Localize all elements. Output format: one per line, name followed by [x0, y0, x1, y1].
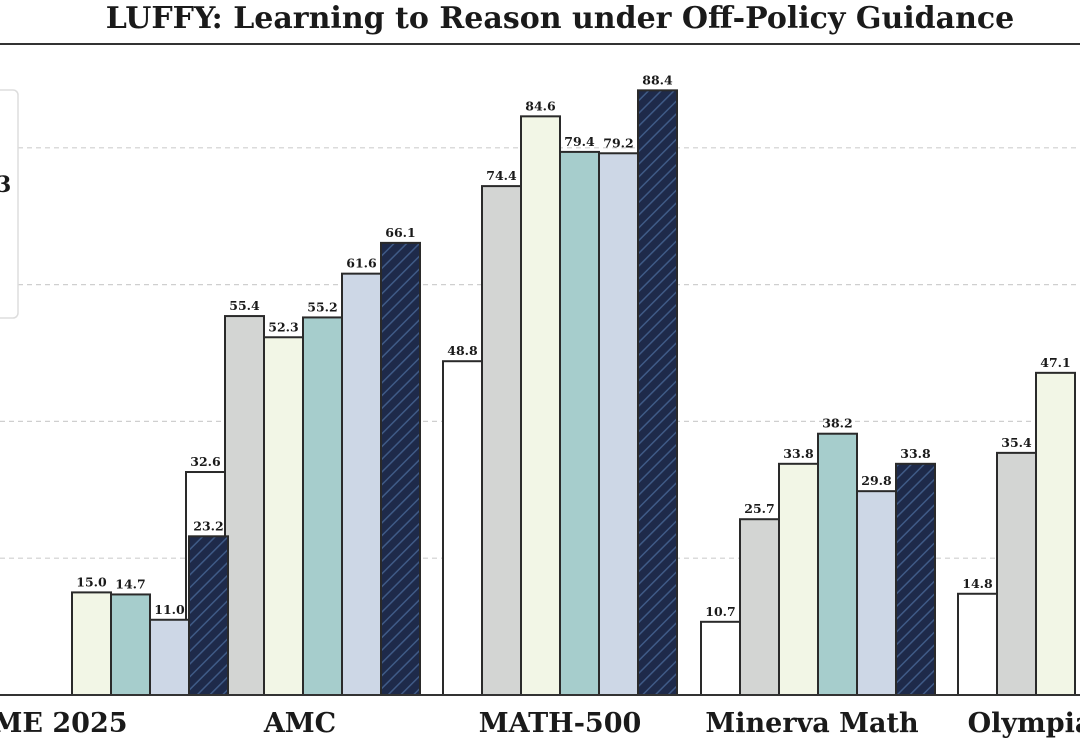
data-label: 33.8: [783, 446, 814, 461]
bars: [71, 89, 1076, 695]
category-label: AMC: [263, 708, 336, 739]
bar-aime-2025-series-5: [149, 618, 190, 695]
data-label: 55.2: [307, 299, 337, 314]
data-label: 32.6: [190, 454, 221, 469]
bar-amc-series-2: [224, 315, 265, 695]
bar-math-500-series-4: [559, 150, 600, 695]
data-label: 14.8: [962, 576, 993, 591]
bar-amc-series-5: [341, 272, 382, 695]
category-label: ME 2025: [0, 708, 128, 739]
data-label: 47.1: [1040, 355, 1070, 370]
bar-minerva-math-series-2: [739, 518, 780, 695]
bar-math-500-series-2: [481, 185, 522, 695]
data-label: 23.2: [193, 518, 223, 533]
bar-amc-series-6: [380, 241, 421, 695]
bar-math-500-series-1: [442, 360, 483, 695]
data-label: 38.2: [822, 416, 852, 431]
data-label: 35.4: [1001, 435, 1032, 450]
bar-minerva-math-series-5: [856, 490, 897, 695]
data-label: 11.0: [154, 602, 185, 617]
bar-aime-2025-series-6: [188, 535, 229, 695]
data-label: 79.4: [564, 134, 595, 149]
data-label: 29.8: [861, 473, 892, 488]
bar-amc-series-4: [302, 316, 343, 695]
data-label: 33.8: [900, 446, 931, 461]
bar-minerva-math-series-6: [895, 462, 936, 695]
data-label: 61.6: [346, 256, 377, 271]
legend-fragment: 3: [0, 172, 11, 198]
chart-title: LUFFY: Learning to Reason under Off-Poli…: [106, 1, 1014, 36]
data-label: 25.7: [744, 501, 774, 516]
bar-amc-series-3: [263, 336, 304, 695]
data-label: 55.4: [229, 298, 260, 313]
data-label: 14.7: [115, 576, 145, 591]
bar-olympiad-series-3: [1035, 371, 1076, 695]
data-label: 79.2: [603, 135, 633, 150]
data-labels: 32.6 48.8 10.7 14.8 55.4 74.4 25.7 35.4 15.0 52.3…: [76, 72, 1070, 618]
data-label: 88.4: [642, 72, 673, 87]
bar-olympiad-series-2: [996, 451, 1037, 695]
bar-aime-2025-series-3: [71, 591, 112, 695]
bar-minerva-math-series-3: [778, 462, 819, 695]
category-label: MATH-500: [479, 708, 642, 739]
category-label: Olympia: [968, 708, 1080, 739]
bar-minerva-math-series-1: [700, 620, 741, 695]
bar-math-500-series-3: [520, 115, 561, 695]
category-labels: ME 2025 AMC MATH-500 Minerva Math Olympia: [0, 708, 1080, 739]
bar-minerva-math-series-4: [817, 432, 858, 695]
data-label: 10.7: [705, 604, 735, 619]
data-label: 74.4: [486, 168, 517, 183]
data-label: 48.8: [447, 343, 478, 358]
bar-math-500-series-5: [598, 152, 639, 695]
bar-math-500-series-6: [637, 89, 678, 695]
category-label: Minerva Math: [705, 708, 919, 739]
bar-olympiad-series-1: [957, 592, 998, 695]
bar-aime-2025-series-4: [110, 593, 151, 695]
data-label: 66.1: [385, 225, 415, 240]
data-label: 52.3: [268, 319, 298, 334]
legend-box: [0, 89, 19, 319]
data-label: 15.0: [76, 574, 107, 589]
data-label: 84.6: [525, 98, 556, 113]
